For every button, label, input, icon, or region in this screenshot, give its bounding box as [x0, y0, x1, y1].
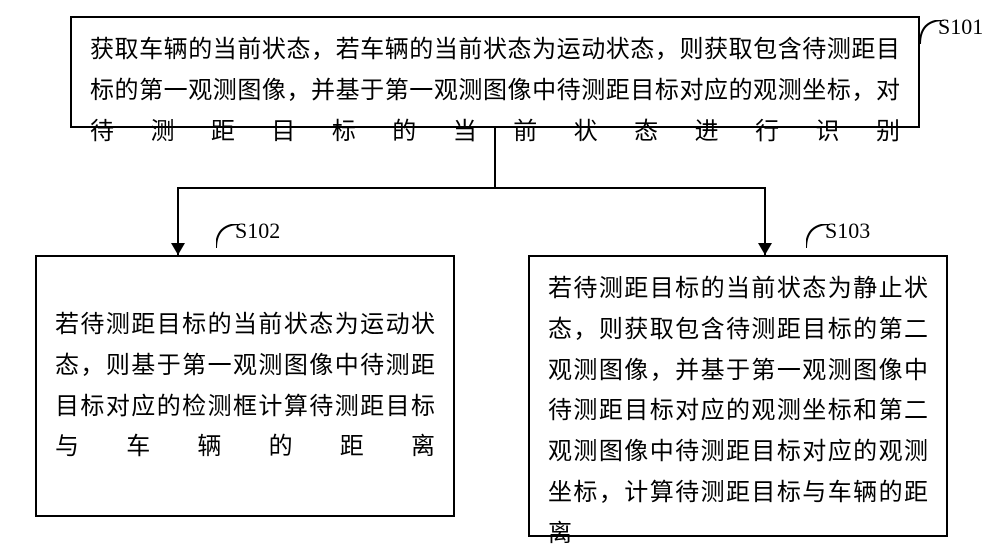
node-text: 获取车辆的当前状态，若车辆的当前状态为运动状态，则获取包含待测距目标的第一观测图…: [90, 30, 900, 152]
flowchart-container: 获取车辆的当前状态，若车辆的当前状态为运动状态，则获取包含待测距目标的第一观测图…: [0, 0, 1000, 557]
node-text: 若待测距目标的当前状态为静止状态，则获取包含待测距目标的第二观测图像，并基于第一…: [548, 269, 928, 555]
flowchart-node-s101: 获取车辆的当前状态，若车辆的当前状态为运动状态，则获取包含待测距目标的第一观测图…: [70, 16, 920, 128]
flowchart-node-s103: 若待测距目标的当前状态为静止状态，则获取包含待测距目标的第二观测图像，并基于第一…: [528, 255, 948, 537]
label-connector-s103: [806, 224, 836, 254]
flowchart-node-s102: 若待测距目标的当前状态为运动状态，则基于第一观测图像中待测距目标对应的检测框计算…: [35, 255, 455, 517]
label-connector-s102: [216, 224, 246, 254]
label-connector-s101: [920, 20, 950, 50]
node-text: 若待测距目标的当前状态为运动状态，则基于第一观测图像中待测距目标对应的检测框计算…: [55, 305, 435, 468]
